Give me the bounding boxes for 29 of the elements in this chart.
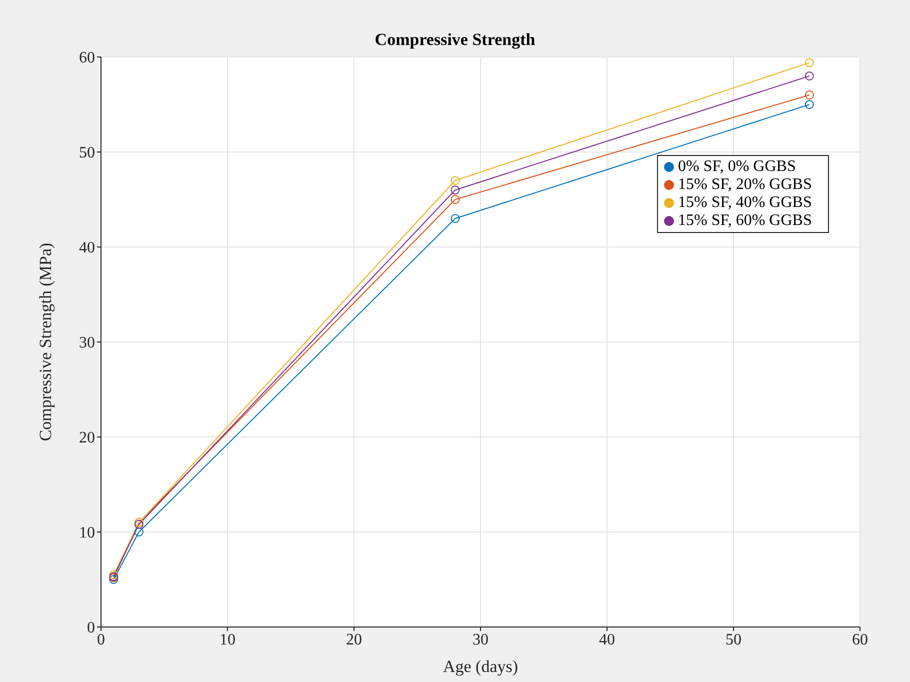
legend-label: 15% SF, 20% GGBS: [678, 176, 812, 193]
x-tick-label: 30: [472, 631, 488, 648]
legend-label: 15% SF, 60% GGBS: [678, 212, 812, 229]
point: [134, 528, 144, 536]
point: [450, 186, 460, 194]
legend-label: 15% SF, 40% GGBS: [678, 194, 812, 211]
legend-label: 0% SF, 0% GGBS: [678, 158, 796, 175]
x-axis-title: Age (days): [442, 657, 518, 676]
y-tick-label: 20: [79, 430, 95, 447]
x-tick-label: 50: [726, 631, 742, 648]
y-axis-title: Compressive Strength (MPa): [36, 242, 56, 442]
x-tick-label: 40: [599, 631, 615, 648]
x-tick-label: 60: [852, 631, 868, 648]
point: [450, 214, 460, 223]
y-tick-label: 50: [79, 144, 95, 162]
point: [804, 100, 814, 109]
y-tick-label: 0: [87, 620, 95, 637]
point: [450, 176, 460, 185]
point: [804, 72, 814, 80]
y-tick-label: 60: [79, 50, 95, 67]
point: [804, 58, 814, 68]
point: [804, 90, 814, 100]
chart-title: Compressive Strength: [374, 30, 536, 50]
y-tick-label: 30: [79, 334, 95, 352]
y-tick-label: 10: [79, 524, 95, 542]
x-tick-label: 10: [220, 631, 236, 648]
x-tick-label: 20: [346, 631, 362, 648]
point: [450, 195, 460, 204]
y-tick-label: 40: [79, 240, 95, 257]
